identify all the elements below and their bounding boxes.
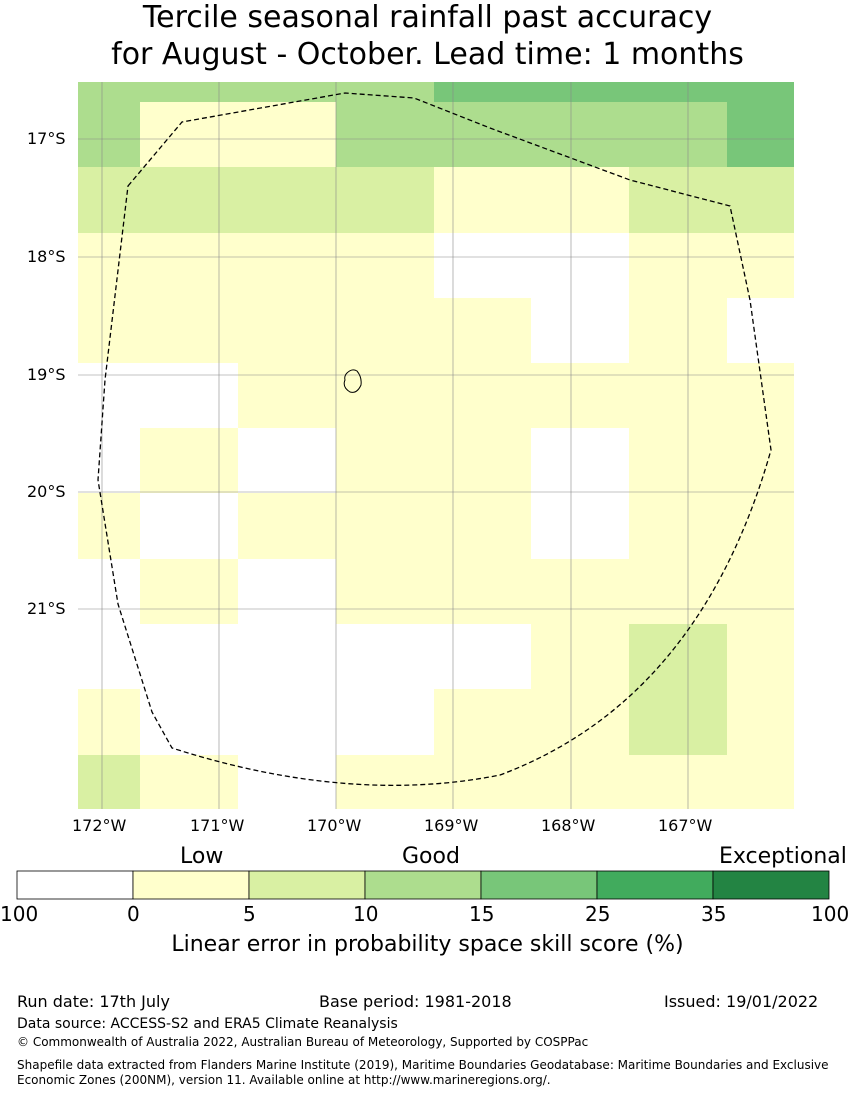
grid-cell: [727, 689, 794, 755]
copyright: © Commonwealth of Australia 2022, Austra…: [17, 1035, 589, 1049]
grid-cell: [629, 624, 727, 689]
colorbar-segment: [596, 870, 714, 900]
grid-cell: [336, 559, 794, 624]
grid-cell: [727, 102, 794, 167]
grid-cell: [238, 363, 794, 428]
colorbar-segment: [364, 870, 482, 900]
colorbar-bound-2: 5: [243, 902, 256, 926]
grid-cell: [531, 624, 629, 689]
grid-cell: [336, 428, 531, 493]
lat-label-18s: 18°S: [27, 247, 66, 266]
lon-label-168w: 168°W: [541, 816, 596, 835]
grid-cell: [238, 428, 336, 493]
lat-label-17s: 17°S: [27, 129, 66, 148]
colorbar-segment: [248, 870, 366, 900]
colorbar: [16, 870, 830, 900]
colorbar-title: Linear error in probability space skill …: [171, 932, 684, 957]
grid-cell: [78, 167, 434, 233]
grid-cell: [140, 689, 434, 755]
grid-cell: [140, 755, 238, 809]
colorbar-bound-6: 35: [701, 902, 727, 926]
colorbar-bound-3: 10: [353, 902, 379, 926]
grid-cell: [78, 428, 140, 493]
lon-label-172w: 172°W: [72, 816, 127, 835]
colorbar-bound-7: 100: [811, 902, 850, 926]
lon-label-167w: 167°W: [658, 816, 713, 835]
colorbar-segment: [480, 870, 598, 900]
grid-cell: [140, 559, 238, 624]
grid-cell: [629, 428, 794, 493]
grid-cell: [629, 233, 794, 298]
lon-label-169w: 169°W: [424, 816, 479, 835]
issued-date: Issued: 19/01/2022: [664, 992, 819, 1011]
grid-cell: [140, 102, 336, 167]
grid-cell: [78, 363, 238, 428]
colorbar-bound-1: 0: [127, 902, 140, 926]
grid-cell: [629, 167, 794, 233]
grid-cell: [727, 624, 794, 689]
grid-cell: [78, 624, 531, 689]
colorbar-category-low: Low: [180, 844, 224, 869]
colorbar-category-good: Good: [402, 844, 460, 869]
colorbar-bound-0: 100: [0, 902, 39, 926]
colorbar-category-exceptional: Exceptional: [719, 844, 847, 869]
map-title-line-2: for August - October. Lead time: 1 month…: [111, 37, 744, 72]
grid-cell: [238, 493, 531, 559]
grid-cell: [434, 82, 794, 102]
lat-label-20s: 20°S: [27, 482, 66, 501]
eez-boundary: [97, 92, 772, 786]
grid-cell: [140, 428, 238, 493]
lat-label-21s: 21°S: [27, 599, 66, 618]
grid-cell: [78, 233, 434, 298]
grid-cell: [336, 102, 727, 167]
grid-cell: [78, 755, 140, 809]
grid-cell: [78, 689, 140, 755]
grid-cell: [531, 493, 629, 559]
grid-cell: [629, 493, 794, 559]
grid-cell: [629, 298, 727, 363]
colorbar-bound-5: 25: [585, 902, 611, 926]
grid-cell: [531, 298, 629, 363]
colorbar-segment: [132, 870, 250, 900]
lat-label-19s: 19°S: [27, 365, 66, 384]
grid-cell: [531, 428, 629, 493]
colorbar-segment: [16, 870, 134, 900]
lon-label-170w: 170°W: [307, 816, 362, 835]
grid-cell: [727, 298, 794, 363]
data-source: Data source: ACCESS-S2 and ERA5 Climate …: [17, 1016, 398, 1032]
shapefile-credit-line-1: Shapefile data extracted from Flanders M…: [17, 1058, 829, 1072]
run-date: Run date: 17th July: [17, 992, 170, 1011]
grid-cell: [78, 298, 531, 363]
grid-cell: [78, 102, 140, 167]
lon-label-171w: 171°W: [190, 816, 245, 835]
grid-cell: [434, 689, 629, 755]
grid-cell: [238, 755, 336, 809]
grid-cell: [434, 233, 629, 298]
map-title-line-1: Tercile seasonal rainfall past accuracy: [142, 0, 713, 35]
grid-cell: [78, 82, 434, 102]
grid-cell: [78, 559, 140, 624]
grid-cell: [238, 559, 336, 624]
base-period: Base period: 1981-2018: [319, 992, 512, 1011]
colorbar-bound-4: 15: [469, 902, 495, 926]
niue-island-outline: [343, 369, 362, 393]
gridlines: [78, 82, 794, 809]
skill-grid: [78, 82, 794, 809]
shapefile-credit-line-2: Economic Zones (200NM), version 11. Avai…: [17, 1073, 551, 1087]
colorbar-segment: [712, 870, 830, 900]
grid-cell: [140, 493, 238, 559]
grid-cell: [434, 167, 629, 233]
grid-cell: [629, 689, 727, 755]
grid-cell: [336, 755, 794, 809]
